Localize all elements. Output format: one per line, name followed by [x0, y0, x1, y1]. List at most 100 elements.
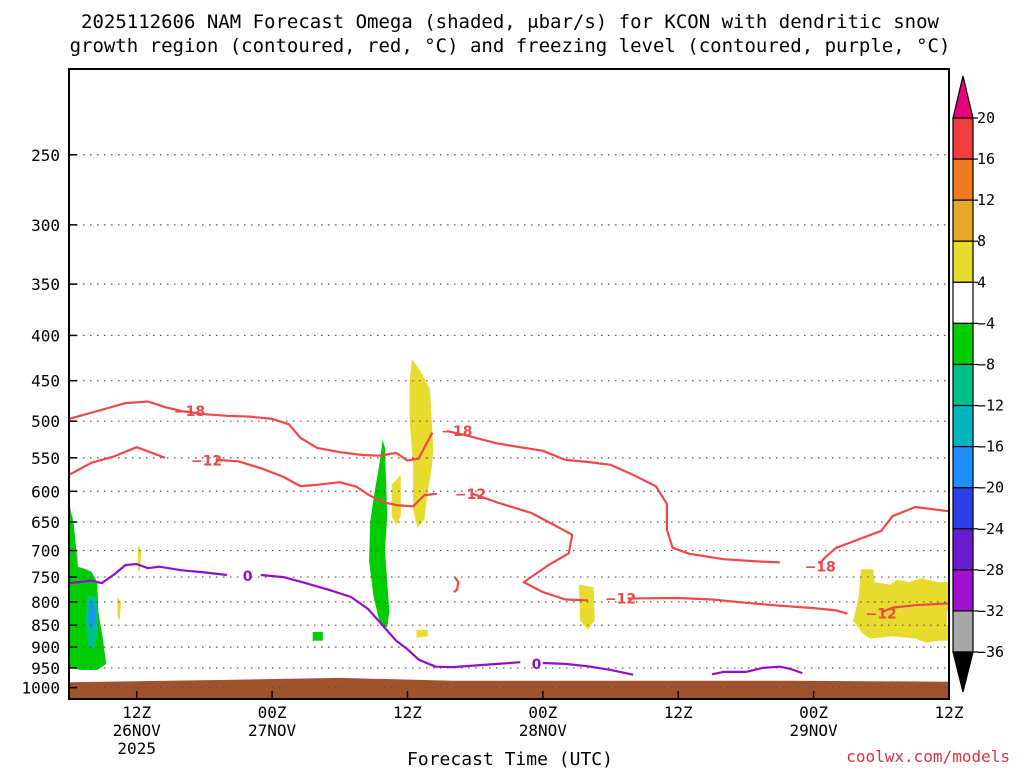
dgz-contour-label-6: −12 [605, 591, 636, 607]
freezing-contour-3 [711, 665, 803, 676]
dgz-contour-label-7: −12 [866, 607, 897, 623]
freezing-level-contours-layer [69, 562, 803, 676]
freezing-contour-label-2: 0 [532, 657, 542, 673]
omega-region-blue-left [89, 601, 95, 630]
dgz-contour-8 [453, 576, 460, 593]
colorbar: 20 16 12 8 4 −4 −8 −12 −16 −20 −24 −28 −32 −36 [952, 75, 1004, 693]
omega-region-green-left [69, 503, 107, 670]
freezing-contour-0 [69, 562, 228, 585]
ytick-label-350: 350 [31, 275, 60, 294]
colorbar-bin-5 [952, 322, 974, 366]
colorbar-bin-3 [952, 240, 974, 283]
contour-labels-layer: −18 −18 −18 −12 −12 −12 −12 0 0 [174, 404, 897, 673]
y-axis: 250 300 350 400 450 500 550 600 650 700 750 800 850 9… [21, 146, 77, 698]
ytick-label-450: 450 [31, 372, 60, 391]
ytick-label-950: 950 [31, 659, 60, 678]
xtick-time-6: 12Z [935, 703, 964, 722]
colorbar-label-0: 20 [977, 109, 995, 127]
colorbar-label-2: 12 [977, 191, 995, 209]
colorbar-label-4: 4 [977, 273, 986, 291]
colorbar-bin-0 [952, 117, 974, 160]
freezing-contour-label-0: 0 [243, 569, 253, 585]
xtick-time-5: 00Z [799, 703, 828, 722]
dgz-contours-layer [69, 400, 949, 615]
colorbar-label-10: −24 [977, 520, 1004, 538]
dgz-contour-6 [627, 596, 848, 615]
ytick-label-650: 650 [31, 513, 60, 532]
ytick-label-1000: 1000 [21, 679, 60, 698]
colorbar-label-11: −28 [977, 561, 1004, 579]
ytick-label-550: 550 [31, 449, 60, 468]
dgz-contour-label-5: −12 [455, 487, 486, 503]
ytick-label-800: 800 [31, 593, 60, 612]
omega-region-yellow-tall [409, 358, 434, 528]
ytick-label-600: 600 [31, 482, 60, 501]
dgz-contour-5 [472, 492, 589, 602]
dgz-contour-label-3: −12 [191, 454, 222, 470]
credit-link[interactable]: coolwx.com/models [846, 747, 1010, 766]
freezing-contour-1 [260, 573, 521, 669]
xtick-time-2: 12Z [393, 703, 422, 722]
terrain-layer [69, 677, 949, 699]
dgz-contour-3 [69, 446, 166, 476]
ytick-label-900: 900 [31, 638, 60, 657]
colorbar-label-12: −32 [977, 602, 1004, 620]
colorbar-label-7: −12 [977, 397, 1004, 415]
xtick-date-5: 29NOV [790, 721, 839, 740]
xtick-date-3: 28NOV [519, 721, 568, 740]
colorbar-bin-12 [952, 610, 974, 653]
ytick-label-700: 700 [31, 542, 60, 561]
dgz-contour-label-2: −18 [805, 560, 836, 576]
colorbar-bin-4 [952, 281, 974, 324]
colorbar-bin-6 [952, 363, 974, 407]
plot-frame [68, 68, 950, 700]
ytick-label-300: 300 [31, 216, 60, 235]
dgz-contour-label-0: −18 [174, 404, 205, 420]
x-axis-label: Forecast Time (UTC) [407, 749, 613, 768]
ytick-label-850: 850 [31, 616, 60, 635]
colorbar-label-5: −4 [977, 314, 995, 332]
colorbar-label-3: 8 [977, 232, 986, 250]
colorbar-label-1: 16 [977, 150, 995, 168]
xtick-time-3: 00Z [528, 703, 557, 722]
xtick-time-1: 00Z [258, 703, 287, 722]
dgz-contour-label-1: −18 [441, 424, 472, 440]
omega-region-yellow-small1 [391, 474, 401, 525]
colorbar-arrow-up [952, 75, 974, 119]
colorbar-label-13: −36 [977, 643, 1004, 661]
ytick-label-500: 500 [31, 412, 60, 431]
dgz-contour-0 [69, 400, 434, 462]
omega-region-yellow-early2 [117, 597, 121, 621]
omega-region-yellow-small2 [416, 629, 428, 638]
chart-title-line1: 2025112606 NAM Forecast Omega (shaded, μ… [81, 11, 939, 33]
dgz-contour-2 [818, 505, 949, 565]
omega-region-green-blob [312, 631, 323, 641]
freezing-contour-2 [542, 661, 634, 676]
colorbar-label-6: −8 [977, 355, 995, 373]
colorbar-bin-2 [952, 199, 974, 242]
colorbar-arrow-down [952, 651, 974, 693]
chart-title-line2: growth region (contoured, red, °C) and f… [70, 35, 951, 57]
terrain-fill [69, 677, 949, 699]
colorbar-bin-9 [952, 487, 974, 530]
omega-region-yellow-early [137, 545, 142, 572]
dgz-contour-4 [215, 458, 437, 508]
xtick-time-0: 12Z [122, 703, 151, 722]
colorbar-bin-1 [952, 158, 974, 201]
omega-region-yellow-day3 [578, 584, 595, 630]
colorbar-label-9: −20 [977, 479, 1004, 497]
xtick-date-1: 27NOV [248, 721, 297, 740]
dgz-contour-7 [880, 602, 949, 614]
xtick-date-0: 26NOV [113, 721, 162, 740]
colorbar-bin-8 [952, 446, 974, 489]
omega-shading-layer [69, 358, 949, 670]
xtick-year-0: 2025 [117, 739, 156, 758]
colorbar-label-8: −16 [977, 438, 1004, 456]
xtick-time-4: 12Z [664, 703, 693, 722]
colorbar-bin-11 [952, 569, 974, 612]
ytick-label-750: 750 [31, 568, 60, 587]
ytick-label-250: 250 [31, 146, 60, 165]
colorbar-bin-7 [952, 404, 974, 448]
